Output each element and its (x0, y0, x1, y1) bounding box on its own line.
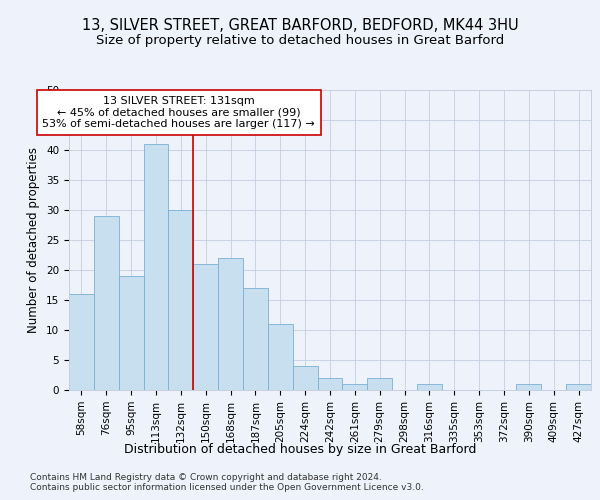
Bar (169, 210, 193, 390)
Text: Contains HM Land Registry data © Crown copyright and database right 2024.: Contains HM Land Registry data © Crown c… (30, 472, 382, 482)
Text: Size of property relative to detached houses in Great Barford: Size of property relative to detached ho… (96, 34, 504, 47)
Bar (94, 216, 119, 390)
Text: Contains public sector information licensed under the Open Government Licence v3: Contains public sector information licen… (30, 484, 424, 492)
Bar (343, 384, 367, 390)
Bar (367, 378, 392, 390)
Bar (119, 276, 143, 390)
Bar (243, 288, 268, 390)
Bar (417, 384, 442, 390)
Bar (517, 384, 541, 390)
Bar (143, 144, 169, 390)
Text: Distribution of detached houses by size in Great Barford: Distribution of detached houses by size … (124, 442, 476, 456)
Bar (69, 294, 94, 390)
Y-axis label: Number of detached properties: Number of detached properties (28, 147, 40, 333)
Bar (218, 258, 243, 390)
Bar (566, 384, 591, 390)
Bar (268, 324, 293, 390)
Text: 13 SILVER STREET: 131sqm
← 45% of detached houses are smaller (99)
53% of semi-d: 13 SILVER STREET: 131sqm ← 45% of detach… (42, 96, 315, 129)
Bar (317, 378, 343, 390)
Bar (193, 264, 218, 390)
Text: 13, SILVER STREET, GREAT BARFORD, BEDFORD, MK44 3HU: 13, SILVER STREET, GREAT BARFORD, BEDFOR… (82, 18, 518, 32)
Bar (293, 366, 317, 390)
